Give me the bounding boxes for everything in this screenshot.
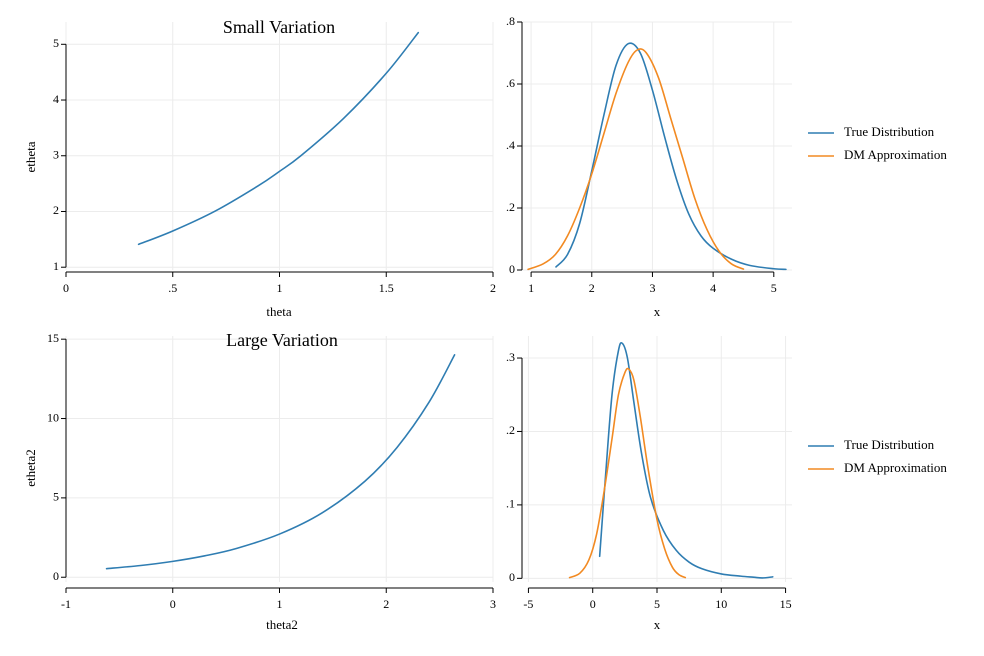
x-tick-label: 2: [589, 281, 595, 295]
x-tick-label: 0: [170, 597, 176, 611]
y-tick-label: .2: [506, 423, 515, 437]
chart-panel-4: 0 .1 .2 .3 -5 0 5 10 15 x True Distribution DM Appr…: [506, 336, 947, 632]
y-tick-label: 2: [53, 203, 59, 217]
y-tick-label: .2: [506, 200, 515, 214]
x-axis-title: x: [654, 617, 661, 632]
y-tick-label: .3: [506, 350, 515, 364]
x-axis-title: x: [654, 304, 661, 319]
series-line-curve: [137, 31, 420, 246]
x-tick-label: -5: [523, 597, 533, 611]
legend-label: True Distribution: [844, 124, 935, 139]
series-line-true-distribution: [598, 341, 774, 579]
y-tick-label: 4: [53, 92, 59, 106]
x-axis-title: theta2: [266, 617, 298, 632]
chart-panel-1: 1 2 3 4 5 0 .5 1 1.5 2 Small Variation theta etheta: [23, 17, 496, 319]
y-tick-label: .1: [506, 497, 515, 511]
y-tick-label: 5: [53, 490, 59, 504]
x-tick-label: 1.5: [379, 281, 394, 295]
y-tick-label: 0: [509, 262, 515, 276]
x-tick-label: 10: [715, 597, 727, 611]
x-tick-label: 3: [649, 281, 655, 295]
y-tick-label: 0: [53, 569, 59, 583]
x-tick-label: 2: [490, 281, 496, 295]
series-line-dm-approximation: [568, 367, 687, 579]
x-tick-label: 3: [490, 597, 496, 611]
y-axis-title: etheta2: [23, 449, 38, 487]
y-tick-label: .4: [506, 138, 515, 152]
legend: True Distribution DM Approximation: [808, 124, 947, 162]
legend-label: DM Approximation: [844, 147, 947, 162]
y-tick-label: 1: [53, 259, 59, 273]
x-tick-label: 2: [383, 597, 389, 611]
x-tick-label: 15: [780, 597, 792, 611]
y-tick-label: .6: [506, 76, 515, 90]
x-axis-title: theta: [266, 304, 291, 319]
panel-title: Large Variation: [226, 330, 338, 350]
x-tick-label: 1: [277, 597, 283, 611]
series-line-true-distribution: [555, 42, 787, 271]
x-tick-label: 1: [528, 281, 534, 295]
y-tick-label: 3: [53, 148, 59, 162]
series-line-dm-approximation: [527, 48, 745, 271]
x-tick-label: 5: [654, 597, 660, 611]
legend-label: DM Approximation: [844, 460, 947, 475]
legend-label: True Distribution: [844, 437, 935, 452]
y-tick-label: 10: [47, 410, 59, 424]
x-tick-label: 5: [771, 281, 777, 295]
x-tick-label: 0: [590, 597, 596, 611]
x-tick-label: 0: [63, 281, 69, 295]
x-tick-label: 4: [710, 281, 716, 295]
x-tick-label: 1: [277, 281, 283, 295]
legend: True Distribution DM Approximation: [808, 437, 947, 475]
y-tick-label: .8: [506, 14, 515, 28]
y-tick-label: 0: [509, 570, 515, 584]
y-tick-label: 5: [53, 36, 59, 50]
x-tick-label: .5: [168, 281, 177, 295]
x-tick-label: -1: [61, 597, 71, 611]
y-tick-label: 15: [47, 331, 59, 345]
series-line-curve: [105, 354, 456, 570]
panel-title: Small Variation: [223, 17, 335, 37]
y-axis-title: etheta: [23, 141, 38, 172]
chart-panel-2: 0 .2 .4 .6 .8 1 2 3 4 5 x True Distribution DM Appro…: [506, 14, 947, 319]
